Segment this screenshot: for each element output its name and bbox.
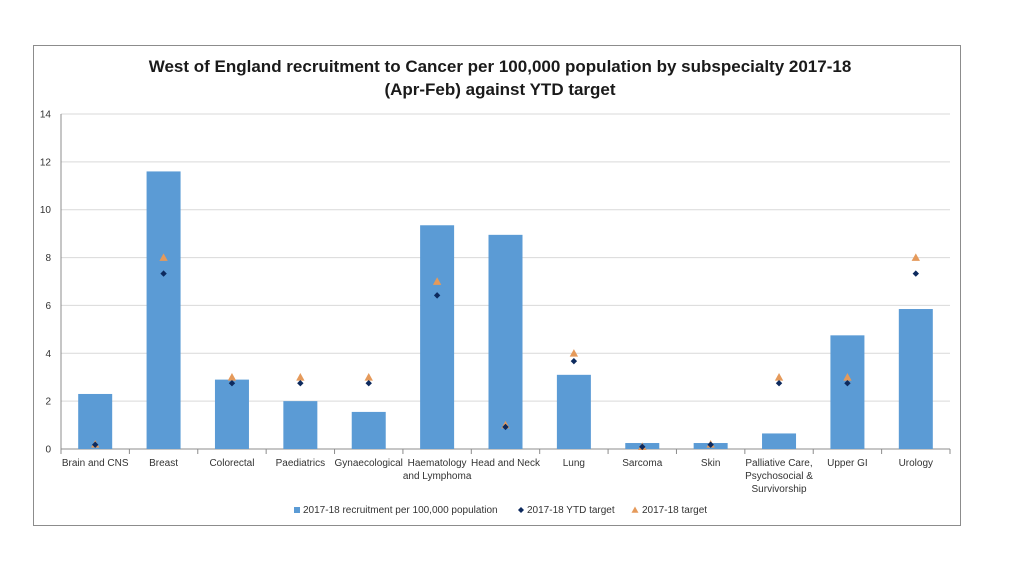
category-label: Upper GI: [827, 458, 868, 469]
category-label: Paediatrics: [276, 458, 325, 469]
category-label-line: Brain and CNS: [62, 458, 129, 469]
legend-label: 2017-18 target: [642, 505, 707, 516]
ytd-target-marker: [707, 441, 714, 448]
target-marker: [569, 349, 579, 357]
y-tick-label: 12: [40, 157, 52, 168]
category-label-line: Sarcoma: [622, 458, 662, 469]
category-label: Brain and CNS: [62, 458, 129, 469]
bar: [351, 411, 386, 449]
category-label-line: Paediatrics: [276, 458, 325, 469]
ytd-target-marker: [297, 379, 304, 387]
chart-title: West of England recruitment to Cancer pe…: [0, 55, 1000, 101]
legend-swatch-bar: [294, 507, 300, 513]
category-label-line: Skin: [701, 458, 720, 469]
bar: [762, 433, 797, 449]
ytd-target-marker: [365, 379, 372, 387]
bar: [830, 335, 865, 449]
target-marker: [227, 373, 237, 381]
y-tick-label: 6: [45, 301, 51, 312]
category-label: Haematology and Lymphoma: [403, 458, 472, 482]
legend-label: 2017-18 recruitment per 100,000 populati…: [303, 505, 498, 516]
ytd-target-marker: [228, 379, 236, 387]
category-label: Urology: [899, 458, 933, 469]
bar: [556, 374, 591, 449]
category-label: Colorectal: [209, 458, 254, 469]
ytd-target-marker: [502, 423, 509, 431]
category-label-line: Psychosocial &: [745, 471, 813, 482]
target-marker: [159, 253, 168, 261]
category-label-line: Breast: [149, 458, 178, 469]
target-marker: [774, 373, 784, 381]
bar: [78, 393, 113, 449]
category-label: Gynaecological: [335, 458, 403, 469]
category-label-line: and Lymphoma: [403, 471, 472, 482]
ytd-target-marker: [570, 357, 578, 365]
ytd-target-marker: [160, 270, 167, 277]
ytd-target-marker: [91, 441, 99, 448]
y-tick-label: 4: [45, 349, 51, 360]
legend-swatch-diamond: [518, 507, 524, 513]
category-label-line: Colorectal: [209, 458, 254, 469]
category-label: Head and Neck: [471, 458, 541, 469]
category-label: Sarcoma: [622, 458, 662, 469]
chart-title-line-1: West of England recruitment to Cancer pe…: [148, 57, 852, 76]
category-label: Palliative Care, Psychosocial & Survivorsh…: [745, 458, 813, 495]
bar: [283, 401, 318, 449]
bar: [420, 225, 455, 449]
ytd-target-marker: [433, 292, 441, 299]
category-label-line: Urology: [899, 458, 933, 469]
ytd-target-marker: [912, 270, 920, 277]
y-tick-label: 14: [40, 110, 52, 121]
legend-label: 2017-18 YTD target: [527, 505, 615, 516]
category-label-line: Upper GI: [827, 458, 868, 469]
y-tick-label: 10: [40, 205, 52, 216]
ytd-target-marker: [844, 379, 851, 387]
category-label: Breast: [149, 458, 178, 469]
category-label-line: Haematology: [408, 458, 467, 469]
target-marker: [364, 373, 373, 381]
legend-swatch-triangle: [631, 506, 639, 513]
ytd-target-marker: [775, 379, 783, 387]
y-tick-label: 8: [45, 253, 51, 264]
category-label-line: Survivorship: [752, 484, 807, 495]
target-marker: [911, 253, 921, 261]
target-marker: [296, 373, 305, 381]
y-tick-label: 2: [45, 397, 51, 408]
ytd-target-marker: [639, 443, 646, 451]
category-label-line: Head and Neck: [471, 458, 541, 469]
bar: [488, 234, 523, 449]
category-label-line: Lung: [563, 458, 585, 469]
y-tick-label: 0: [45, 445, 51, 456]
target-marker: [843, 373, 852, 381]
bar: [898, 309, 933, 449]
category-label-line: Palliative Care,: [745, 458, 812, 469]
category-label: Lung: [563, 458, 585, 469]
category-label: Skin: [701, 458, 720, 469]
chart-title-line-2: (Apr-Feb) against YTD target: [384, 80, 616, 99]
bar: [146, 171, 181, 449]
bar: [214, 379, 249, 449]
category-label-line: Gynaecological: [335, 458, 403, 469]
target-marker: [432, 277, 442, 285]
